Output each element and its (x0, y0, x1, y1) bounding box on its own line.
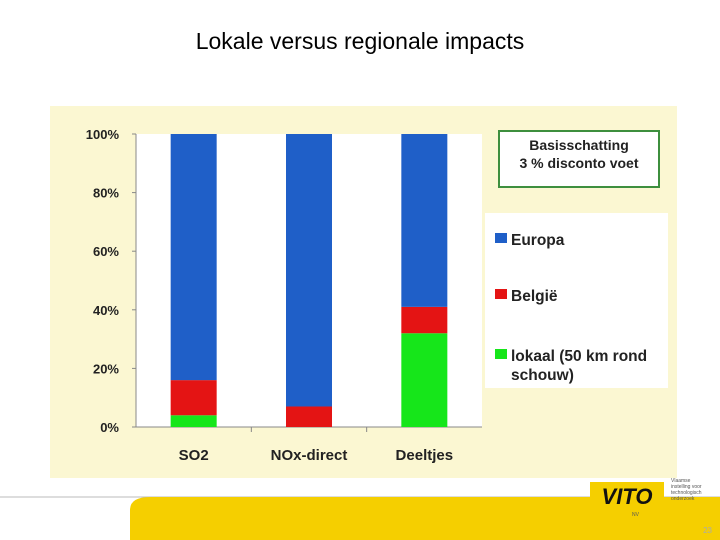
info-box: Basisschatting 3 % disconto voet (498, 130, 660, 188)
bar-segment (170, 134, 217, 381)
bar-segment (170, 380, 217, 416)
bar-segment (401, 306, 448, 334)
page-number: 23 (703, 526, 712, 535)
y-tick-label: 60% (93, 244, 119, 259)
y-tick-label: 20% (93, 361, 119, 376)
x-tick-label: NOx-direct (271, 447, 348, 464)
info-line-2: 3 % disconto voet (519, 155, 639, 171)
svg-text:VITO: VITO (602, 484, 653, 509)
bar-segment (286, 134, 332, 407)
x-tick-label: Deeltjes (396, 447, 454, 464)
footer-yellow-bar (130, 497, 720, 540)
logo-tagline-line: Vlaamse (671, 478, 691, 484)
logo-tagline-line: technologisch (671, 490, 702, 496)
legend-swatch-belgie (495, 289, 507, 299)
svg-text:NV: NV (632, 512, 640, 518)
bar-segment (170, 415, 217, 427)
bar-segment (401, 134, 448, 307)
y-tick-label: 100% (86, 127, 120, 142)
chart-panel: 0% 20% 40% 60% 80% 100% SO2 NOx-direct Deeltjes … (50, 106, 677, 478)
logo-tagline-line: onderzoek (671, 496, 695, 502)
bar-segment (401, 333, 448, 427)
legend-item-europa: Europa (495, 231, 671, 250)
info-line-1: Basisschatting (529, 137, 629, 153)
bar-segment (286, 406, 332, 427)
legend-label-belgie: België (511, 288, 558, 305)
legend-item-lokaal: lokaal (50 km rond schouw) (495, 347, 671, 385)
y-tick-label: 40% (93, 303, 119, 318)
chart-legend: Europa België lokaal (50 km rond schouw) (485, 213, 668, 388)
y-tick-label: 80% (93, 186, 119, 201)
legend-item-belgie: België (495, 287, 671, 306)
legend-label-europa: Europa (511, 232, 565, 249)
logo-tagline-line: instelling voor (671, 484, 702, 490)
logo-tagline: Vlaamse instelling voor technologisch on… (671, 478, 716, 502)
slide-title: Lokale versus regionale impacts (195, 28, 525, 54)
legend-swatch-lokaal (495, 349, 507, 359)
stacked-bar-chart: 0% 20% 40% 60% 80% 100% SO2 NOx-direct Deeltjes (86, 127, 482, 464)
x-tick-label: SO2 (179, 447, 209, 464)
y-tick-label: 0% (100, 420, 119, 435)
legend-label-lokaal: lokaal (50 km rond schouw) (511, 348, 648, 384)
legend-swatch-europa (495, 233, 507, 243)
vito-logo: VITO NV (590, 482, 664, 518)
